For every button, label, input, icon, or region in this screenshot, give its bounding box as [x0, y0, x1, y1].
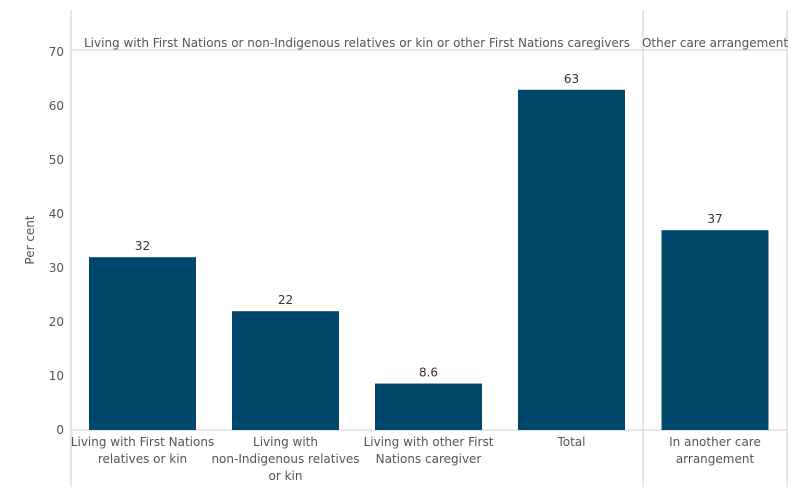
x-tick-label: Living with other First	[364, 435, 494, 449]
bar	[661, 230, 769, 430]
bars	[89, 89, 769, 431]
y-tick-label: 20	[49, 315, 64, 329]
x-tick-label: non-Indigenous relatives	[211, 452, 359, 466]
value-label: 22	[278, 293, 293, 307]
x-tick-label: or kin	[269, 469, 303, 483]
x-tick-label: Total	[556, 435, 585, 449]
x-axis-labels: Living with First Nations relatives or ki…	[71, 435, 761, 483]
panel-titles: Living with First Nations or non-Indigen…	[84, 36, 788, 50]
bar	[89, 257, 196, 430]
x-tick-label: In another care	[669, 435, 761, 449]
value-label: 63	[564, 72, 579, 86]
y-tick-label: 60	[49, 99, 64, 113]
y-tick-label: 70	[49, 45, 64, 59]
value-label: 8.6	[419, 366, 438, 380]
x-tick-label: Living with First Nations	[71, 435, 214, 449]
x-tick-label: Living with	[253, 435, 318, 449]
value-labels: 32 22 8.6 63 37	[135, 72, 723, 380]
y-axis-label: Per cent	[23, 215, 37, 265]
x-tick-label: relatives or kin	[98, 452, 187, 466]
bar	[375, 383, 482, 430]
y-tick-label: 30	[49, 261, 64, 275]
y-tick-label: 0	[56, 423, 64, 437]
panel-title: Living with First Nations or non-Indigen…	[84, 36, 630, 50]
value-label: 32	[135, 239, 150, 253]
y-tick-label: 40	[49, 207, 64, 221]
panel-title: Other care arrangement	[642, 36, 788, 50]
y-tick-label: 10	[49, 369, 64, 383]
value-label: 37	[707, 212, 722, 226]
x-tick-label: arrangement	[676, 452, 755, 466]
x-tick-label: Nations caregiver	[376, 452, 482, 466]
bar	[518, 89, 625, 431]
bar	[232, 311, 339, 430]
y-tick-label: 50	[49, 153, 64, 167]
y-axis-ticks: 0 10 20 30 40 50 60 70	[49, 45, 64, 437]
